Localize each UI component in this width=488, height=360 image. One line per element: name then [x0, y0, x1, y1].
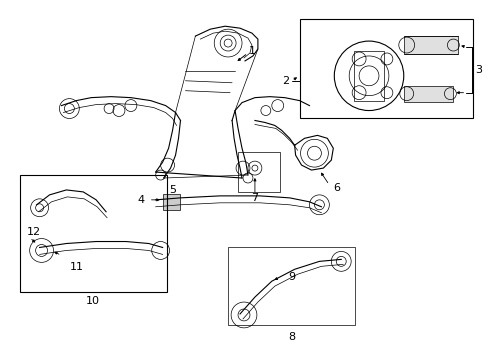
- Bar: [299, 19, 472, 118]
- Bar: [238, 152, 279, 192]
- Text: 5: 5: [169, 185, 176, 195]
- Bar: [228, 247, 354, 325]
- Text: 2: 2: [282, 76, 288, 86]
- Text: 3: 3: [474, 65, 481, 75]
- Bar: [403, 36, 457, 54]
- Bar: [403, 86, 452, 102]
- Text: 1: 1: [248, 46, 255, 56]
- Text: 10: 10: [86, 296, 100, 306]
- Text: 7: 7: [251, 193, 258, 203]
- Text: 12: 12: [27, 226, 41, 237]
- Text: 4: 4: [137, 195, 144, 205]
- Text: 9: 9: [287, 272, 295, 282]
- Bar: [20, 175, 166, 292]
- Bar: [353, 51, 383, 100]
- Text: 11: 11: [70, 262, 84, 272]
- Bar: [163, 194, 180, 210]
- Text: 8: 8: [287, 332, 295, 342]
- Text: 6: 6: [333, 183, 340, 193]
